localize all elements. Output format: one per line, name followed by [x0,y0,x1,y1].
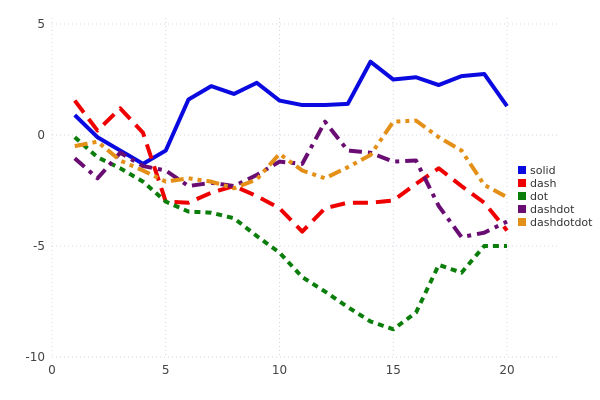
series-dot [73,135,507,332]
legend-label-dashdotdot: dashdotdot [530,216,593,229]
legend-label-dot: dot [530,190,549,203]
legend-label-dash: dash [530,177,556,190]
series-solid [73,59,509,166]
y-tick-label: -10 [25,350,45,364]
series-dashdot [73,119,508,240]
series-dash [73,99,509,234]
legend-swatch-dot [518,192,526,200]
legend-swatch-solid [518,166,526,174]
y-tick-label: 0 [37,128,45,142]
x-tick-label: 20 [499,363,514,377]
x-tick-label: 5 [162,363,170,377]
legend-swatch-dash [518,179,526,187]
legend-swatch-dashdot [518,205,526,213]
legend-label-dashdot: dashdot [530,203,575,216]
legend-swatch-dashdotdot [518,218,526,226]
series-dashdotdot [74,118,508,199]
y-tick-label: -5 [33,239,45,253]
y-tick-label: 5 [37,17,45,31]
x-tick-label: 10 [272,363,287,377]
x-tick-label: 0 [48,363,56,377]
legend-label-solid: solid [530,164,556,177]
x-tick-label: 15 [386,363,401,377]
